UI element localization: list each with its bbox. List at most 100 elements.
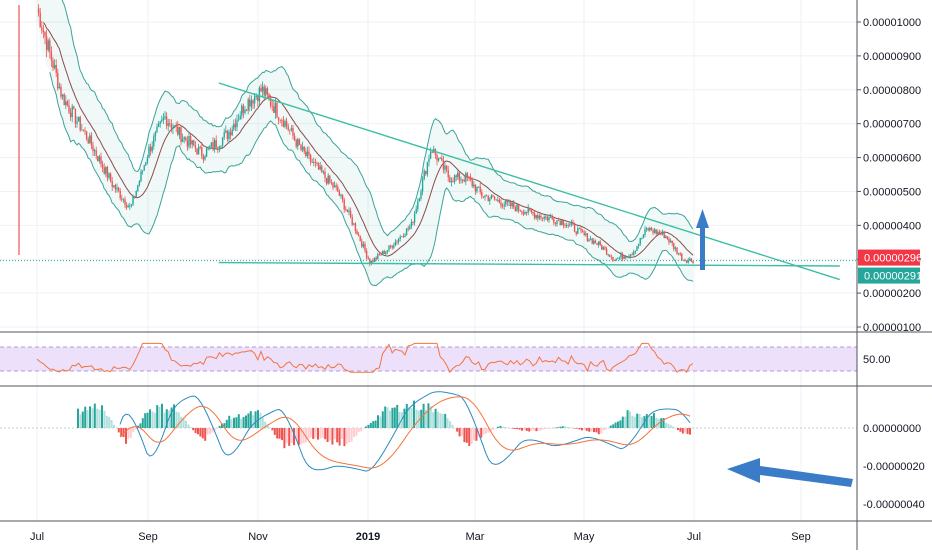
moving-average-line bbox=[42, 22, 694, 258]
macd-histogram-bar bbox=[257, 410, 259, 428]
candle-body bbox=[447, 170, 449, 178]
candle-body bbox=[201, 147, 203, 157]
candle-body bbox=[295, 139, 297, 147]
macd-histogram-bar bbox=[276, 428, 279, 439]
price-tick-label: 0.00000400 bbox=[863, 220, 921, 232]
macd-histogram-bar bbox=[461, 428, 463, 436]
candle-body bbox=[644, 229, 646, 235]
candle-body bbox=[567, 225, 569, 226]
macd-histogram-bar bbox=[413, 400, 415, 428]
macd-histogram-bar bbox=[619, 420, 622, 428]
macd-histogram-bar bbox=[590, 428, 593, 432]
macd-histogram-bar bbox=[497, 426, 499, 428]
price-tick-label: 0.00000500 bbox=[863, 186, 921, 198]
candle-body bbox=[413, 213, 416, 223]
candle-body bbox=[620, 254, 622, 258]
macd-histogram-bar bbox=[578, 428, 581, 430]
macd-histogram-bar bbox=[480, 428, 483, 438]
macd-histogram-bar bbox=[302, 428, 305, 444]
candle-body bbox=[369, 259, 371, 265]
macd-histogram-bar bbox=[225, 419, 228, 428]
rsi-tick-label: 50.00 bbox=[863, 354, 891, 366]
time-tick-label: Jul bbox=[30, 531, 44, 543]
macd-histogram-bar bbox=[521, 428, 523, 431]
candle-body bbox=[109, 173, 112, 182]
candle-body bbox=[457, 172, 459, 177]
macd-histogram-bar bbox=[283, 428, 286, 449]
candle-body bbox=[103, 167, 105, 174]
candle-body bbox=[548, 217, 550, 221]
candle-body bbox=[277, 117, 280, 120]
macd-histogram-bar bbox=[494, 428, 497, 429]
candle-body bbox=[116, 187, 118, 190]
candle-body bbox=[658, 231, 661, 234]
macd-histogram-bar bbox=[422, 403, 425, 428]
macd-histogram-bar bbox=[379, 416, 382, 428]
macd-histogram-bar bbox=[449, 421, 451, 428]
macd-histogram-bar bbox=[259, 412, 262, 428]
signal-line bbox=[119, 396, 691, 469]
macd-histogram-bar bbox=[617, 421, 619, 428]
macd-line bbox=[119, 391, 691, 472]
candle-body bbox=[47, 40, 49, 51]
macd-histogram-bar bbox=[473, 428, 475, 441]
candle-body bbox=[476, 187, 478, 192]
candle-body bbox=[621, 254, 624, 259]
candle-body bbox=[141, 170, 144, 172]
candle-body bbox=[197, 147, 200, 155]
macd-histogram-bar bbox=[230, 419, 233, 428]
candle-body bbox=[71, 106, 73, 118]
macd-histogram-bar bbox=[295, 428, 298, 441]
macd-histogram-bar bbox=[381, 411, 384, 428]
macd-histogram-bar bbox=[194, 428, 197, 434]
macd-histogram-bar bbox=[372, 421, 375, 428]
macd-histogram-bar bbox=[374, 420, 377, 428]
candle-body bbox=[394, 241, 397, 246]
candle-body bbox=[329, 175, 331, 183]
candle-body bbox=[537, 215, 539, 219]
candle-body bbox=[132, 196, 134, 205]
candle-body bbox=[140, 171, 142, 181]
candle-body bbox=[301, 146, 304, 150]
macd-histogram-bar bbox=[278, 428, 281, 439]
macd-histogram-bar bbox=[293, 428, 295, 446]
candle-body bbox=[540, 215, 542, 218]
candle-body bbox=[647, 228, 649, 231]
macd-histogram-bar bbox=[429, 406, 432, 428]
candle-body bbox=[599, 241, 601, 245]
candle-body bbox=[169, 123, 171, 125]
candle-body bbox=[572, 223, 574, 225]
candle-body bbox=[577, 228, 579, 234]
candle-body bbox=[308, 151, 310, 155]
candle-body bbox=[559, 220, 561, 226]
candle-body bbox=[436, 154, 438, 161]
macd-histogram-bar bbox=[477, 428, 480, 437]
macd-histogram-bar bbox=[398, 411, 401, 428]
macd-histogram-bar bbox=[156, 405, 159, 428]
candle-body bbox=[39, 12, 41, 28]
candle-body bbox=[495, 199, 497, 201]
candle-body bbox=[420, 191, 422, 199]
macd-histogram-bar bbox=[672, 426, 675, 428]
macd-histogram-bar bbox=[254, 411, 257, 428]
candle-body bbox=[199, 147, 201, 148]
macd-histogram-bar bbox=[660, 418, 663, 428]
macd-histogram-bar bbox=[247, 413, 250, 428]
macd-histogram-bar bbox=[600, 428, 603, 434]
candle-body bbox=[375, 257, 377, 260]
candle-body bbox=[122, 199, 125, 201]
candle-body bbox=[189, 136, 192, 145]
candle-body bbox=[588, 239, 590, 242]
candle-body bbox=[463, 179, 465, 182]
macd-histogram-bar bbox=[86, 409, 89, 428]
macd-histogram-bar bbox=[605, 428, 607, 430]
macd-histogram-bar bbox=[487, 428, 490, 433]
macd-histogram-bar bbox=[206, 428, 209, 435]
macd-histogram-bar bbox=[120, 428, 123, 437]
macd-panel bbox=[0, 391, 857, 472]
macd-histogram-bar bbox=[537, 428, 540, 431]
macd-histogram-bar bbox=[273, 428, 276, 435]
candle-body bbox=[82, 129, 85, 131]
macd-histogram-bar bbox=[319, 428, 322, 439]
candle-body bbox=[357, 234, 360, 236]
